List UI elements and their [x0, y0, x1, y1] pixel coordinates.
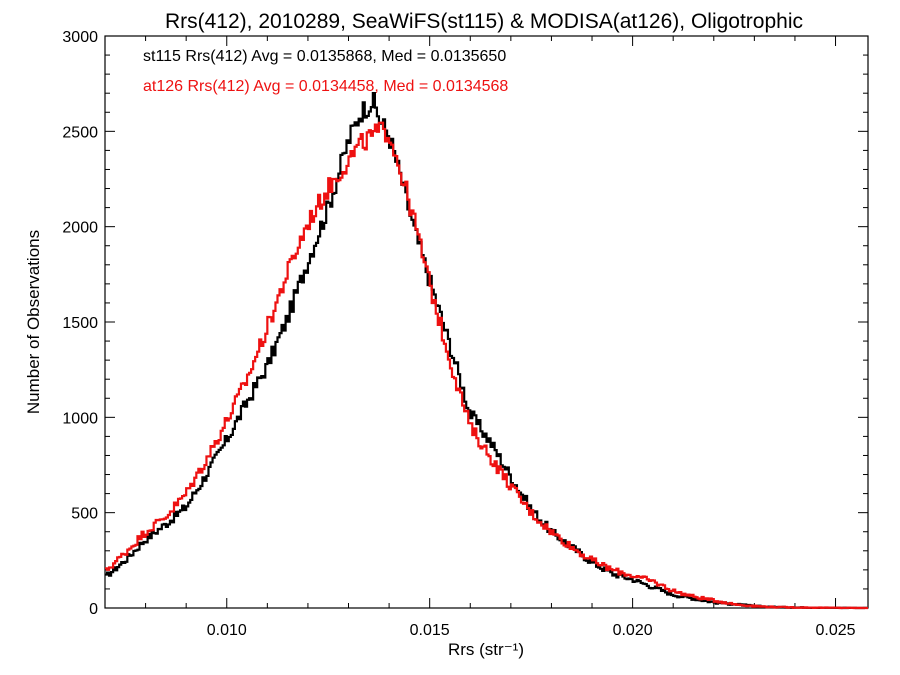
stats-annotation-st115: st115 Rrs(412) Avg = 0.0135868, Med = 0.…: [143, 48, 506, 65]
histogram-series-1: [105, 121, 868, 610]
x-axis-label: Rrs (str⁻¹): [448, 640, 524, 659]
x-tick-label: 0.020: [613, 622, 653, 639]
y-tick-label: 2000: [62, 220, 98, 237]
x-tick-label: 0.025: [816, 622, 856, 639]
y-tick-label: 3000: [62, 29, 98, 46]
y-axis: 0 500 1000 1500 2000 2500 3000: [62, 29, 868, 618]
x-tick-label: 0.015: [410, 622, 450, 639]
chart-title: Rrs(412), 2010289, SeaWiFS(st115) & MODI…: [165, 10, 803, 33]
y-tick-label: 500: [71, 506, 98, 523]
histogram-series-0: [105, 92, 868, 610]
y-tick-label: 2500: [62, 124, 98, 141]
stats-annotation-at126: at126 Rrs(412) Avg = 0.0134458, Med = 0.…: [143, 78, 508, 95]
series-layer: [105, 92, 868, 610]
y-tick-label: 0: [89, 601, 98, 618]
y-axis-label: Number of Observations: [24, 230, 43, 414]
plot-frame: [104, 35, 869, 609]
x-tick-label: 0.010: [207, 622, 247, 639]
y-tick-label: 1500: [62, 315, 98, 332]
y-tick-label: 1000: [62, 410, 98, 427]
x-axis: 0.010 0.015 0.020 0.025: [145, 36, 856, 639]
